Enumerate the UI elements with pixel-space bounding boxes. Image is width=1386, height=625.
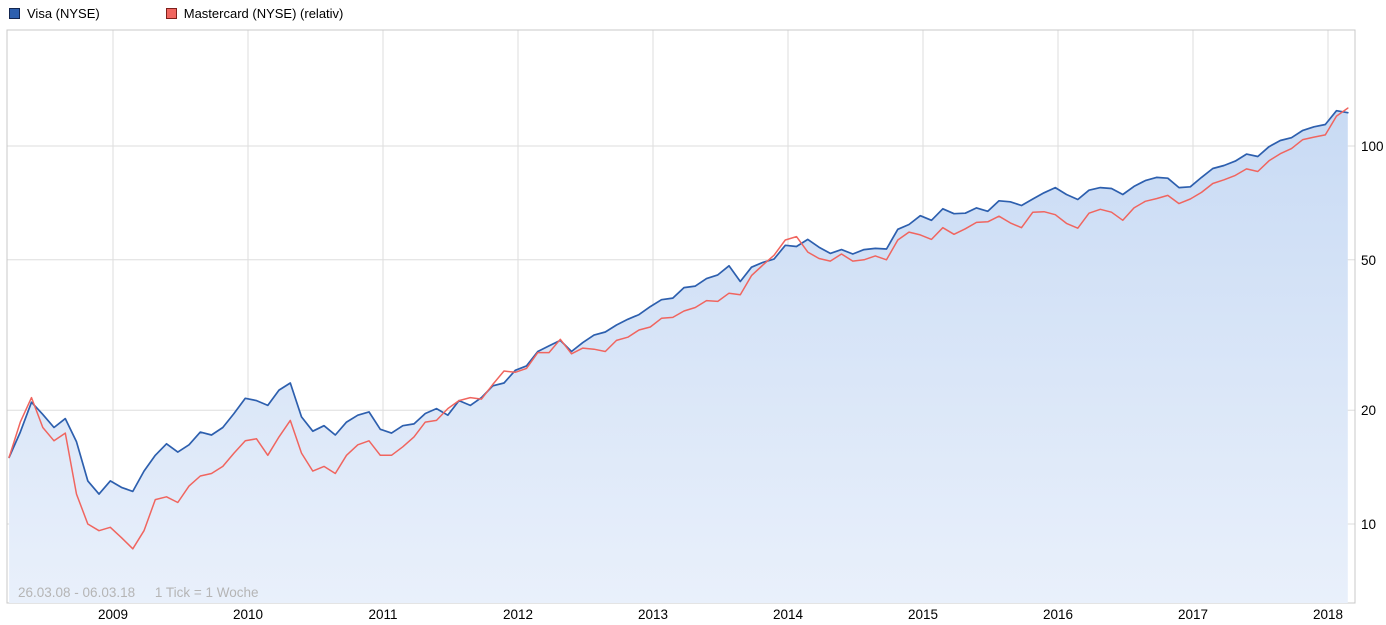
chart-legend: Visa (NYSE) Mastercard (NYSE) (relativ) [9, 6, 343, 21]
x-axis-label-2009: 2009 [98, 607, 128, 622]
x-axis-label-2012: 2012 [503, 607, 533, 622]
date-range-label: 26.03.08 - 06.03.18 [18, 585, 136, 600]
x-axis-label-2017: 2017 [1178, 607, 1208, 622]
chart-footnote: 26.03.08 - 06.03.18 1 Tick = 1 Woche [18, 585, 259, 600]
y-axis-label-20: 20 [1361, 403, 1376, 418]
x-axis-label-2018: 2018 [1313, 607, 1343, 622]
y-axis-label-50: 50 [1361, 253, 1376, 268]
x-axis-label-2015: 2015 [908, 607, 938, 622]
legend-item-mastercard: Mastercard (NYSE) (relativ) [165, 6, 344, 21]
y-axis-label-100: 100 [1361, 139, 1384, 154]
mastercard-line [8, 107, 1349, 550]
x-axis-label-2016: 2016 [1043, 607, 1073, 622]
x-axis-label-2011: 2011 [368, 607, 397, 622]
x-axis-label-2013: 2013 [638, 607, 668, 622]
mastercard-series-swatch [165, 8, 177, 19]
tick-interval-label: 1 Tick = 1 Woche [154, 585, 259, 600]
visa-area-fill [9, 110, 1348, 603]
visa-series-label: Visa (NYSE) [27, 6, 100, 21]
visa-line [8, 109, 1349, 495]
x-axis-label-2014: 2014 [773, 607, 804, 622]
visa-series-swatch [9, 8, 20, 19]
x-axis-label-2010: 2010 [233, 607, 263, 622]
legend-item-visa: Visa (NYSE) [9, 6, 100, 21]
y-axis-label-10: 10 [1361, 517, 1376, 532]
mastercard-series-label: Mastercard (NYSE) (relativ) [183, 6, 344, 21]
